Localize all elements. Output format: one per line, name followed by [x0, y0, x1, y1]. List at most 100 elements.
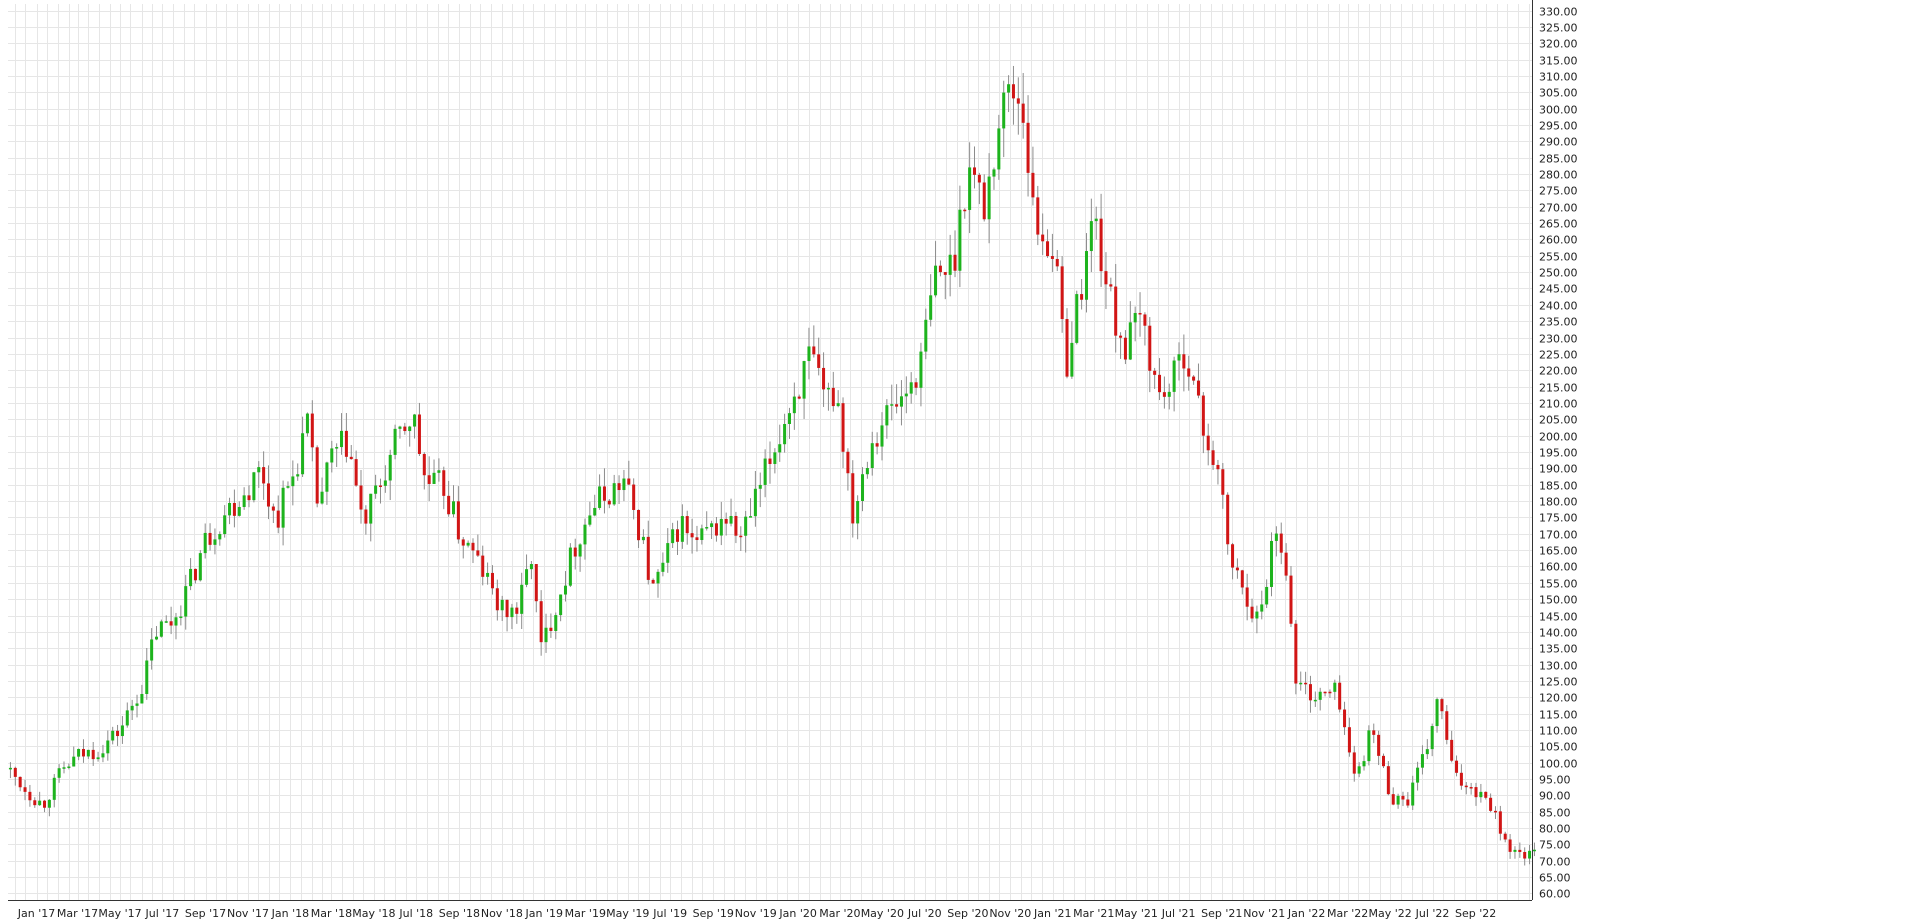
candle-body: [286, 486, 290, 488]
candle-down: [43, 799, 47, 813]
x-tick-label: Sep '20: [947, 907, 988, 920]
candle-down: [1489, 793, 1493, 813]
y-tick-label: 105.00: [1539, 741, 1578, 754]
candle-up: [758, 472, 762, 508]
candle-body: [359, 485, 363, 510]
candle-body: [1182, 354, 1186, 369]
candle-up: [1094, 206, 1098, 240]
candle-down: [685, 510, 689, 545]
x-tick-label: Mar '18: [311, 907, 352, 920]
candle-up: [383, 465, 387, 493]
candle-body: [904, 393, 908, 397]
candle-body: [388, 454, 392, 481]
candle-down: [1216, 459, 1220, 485]
candle-down: [1377, 730, 1381, 766]
candle-up: [680, 504, 684, 549]
candle-down: [1050, 233, 1054, 272]
candle-body: [1328, 691, 1332, 694]
candle-up: [593, 494, 597, 517]
candle-body: [1046, 241, 1050, 257]
candle-body: [807, 346, 811, 362]
candle-body: [213, 539, 217, 545]
candle-body: [982, 182, 986, 220]
candle-body: [1172, 360, 1176, 392]
candle-body: [1318, 691, 1322, 700]
candle-up: [1084, 233, 1088, 313]
candle-down: [1372, 723, 1376, 744]
y-tick-label: 240.00: [1539, 300, 1578, 313]
candle-down: [851, 460, 855, 538]
candle-up: [1318, 687, 1322, 711]
candle-down: [831, 371, 835, 412]
candle-up: [486, 562, 490, 585]
candle-down: [1459, 764, 1463, 790]
candle-body: [953, 254, 957, 271]
candle-up: [62, 761, 66, 774]
candle-body: [1523, 851, 1527, 859]
candle-body: [62, 767, 66, 769]
candle-body: [680, 516, 684, 542]
candle-up: [432, 459, 436, 485]
candle-up: [72, 746, 76, 767]
candle-up: [388, 449, 392, 501]
candle-down: [637, 509, 641, 548]
x-tick-label: Nov '18: [481, 907, 523, 920]
candle-down: [1021, 73, 1025, 139]
candle-up: [1532, 842, 1536, 857]
candle-body: [627, 478, 631, 485]
candle-body: [471, 542, 475, 551]
candle-down: [1143, 312, 1147, 346]
candle-body: [1459, 772, 1463, 786]
candle-body: [1445, 711, 1449, 740]
candle-up: [291, 460, 295, 506]
candle-body: [106, 740, 110, 754]
candle-down: [714, 517, 718, 542]
candle-up: [398, 425, 402, 439]
candle-down: [938, 260, 942, 277]
candle-up: [184, 574, 188, 630]
candle-body: [33, 800, 37, 806]
candle-body: [1528, 850, 1532, 859]
candle-body: [1143, 314, 1147, 326]
candle-up: [203, 523, 207, 559]
candle-body: [242, 495, 246, 507]
candle-up: [374, 474, 378, 499]
candle-down: [262, 451, 266, 500]
candle-down: [1308, 675, 1312, 713]
y-tick-label: 190.00: [1539, 463, 1578, 476]
candle-up: [563, 571, 568, 602]
y-tick-label: 155.00: [1539, 578, 1578, 591]
candle-body: [914, 382, 918, 388]
candle-up: [880, 412, 884, 461]
candle-up: [257, 461, 261, 488]
candle-up: [8, 762, 12, 779]
candle-up: [992, 167, 996, 190]
candle-body: [1260, 604, 1264, 612]
candle-body: [583, 524, 587, 545]
candle-up: [666, 528, 670, 573]
candle-down: [354, 450, 358, 487]
candle-body: [520, 584, 524, 614]
y-tick-label: 315.00: [1539, 55, 1578, 68]
candle-up: [252, 471, 256, 503]
candle-body: [1211, 450, 1215, 465]
candle-body: [1158, 374, 1162, 393]
candle-up: [452, 485, 456, 518]
candle-down: [1523, 847, 1527, 866]
candle-body: [817, 354, 821, 368]
x-tick-label: May '17: [98, 907, 141, 920]
y-tick-label: 235.00: [1539, 316, 1578, 329]
candle-body: [1435, 699, 1439, 727]
candle-body: [685, 516, 689, 534]
candle-down: [1304, 671, 1308, 695]
candle-up: [909, 372, 913, 404]
y-tick-label: 110.00: [1539, 725, 1578, 738]
candle-down: [1343, 701, 1347, 735]
candle-body: [958, 209, 962, 271]
candle-up: [242, 487, 246, 510]
x-tick-label: Mar '19: [565, 907, 606, 920]
x-tick-label: May '22: [1368, 907, 1411, 920]
candle-down: [1119, 332, 1123, 359]
